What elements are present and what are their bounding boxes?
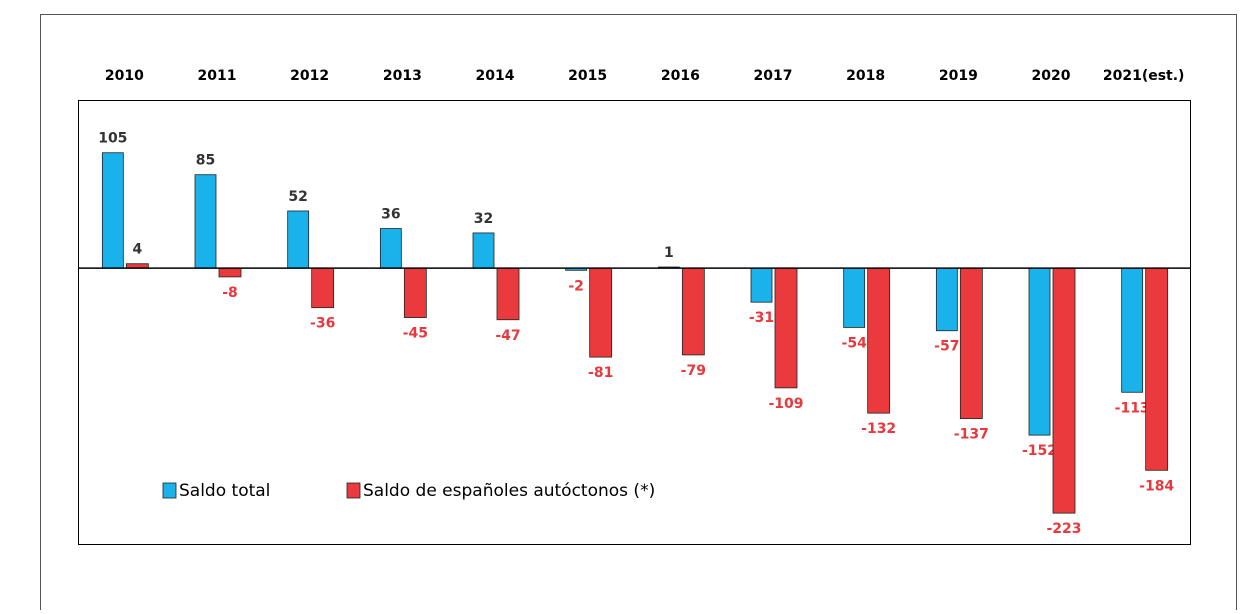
bar: [1145, 267, 1169, 471]
value-label: 85: [196, 153, 215, 169]
plot-frame: [78, 100, 1191, 545]
value-label: -79: [681, 363, 706, 379]
value-label: 36: [381, 207, 400, 223]
bar: [1052, 267, 1076, 514]
value-label: 32: [474, 211, 493, 227]
legend-label: Saldo de españoles autóctonos (*): [363, 481, 655, 501]
value-label: 105: [98, 131, 127, 147]
bar: [218, 267, 242, 278]
legend-swatch: [346, 482, 361, 499]
bar: [589, 267, 613, 358]
bar: [1028, 267, 1051, 436]
x-tick-label: 2017: [754, 68, 793, 84]
value-label: -2: [568, 278, 584, 294]
value-label: -81: [588, 365, 613, 381]
value-label: -223: [1046, 521, 1081, 537]
value-label: 52: [288, 189, 307, 205]
bar: [681, 267, 705, 356]
value-label: -31: [749, 310, 774, 326]
bar: [1121, 267, 1144, 393]
x-tick-label: 2010: [105, 68, 144, 84]
x-tick-label: 2021(est.): [1103, 68, 1185, 84]
bar: [379, 228, 402, 269]
bar: [935, 267, 958, 332]
x-tick-label: 2011: [198, 68, 237, 84]
legend-swatch: [162, 482, 177, 499]
bar: [959, 267, 983, 420]
value-label: -152: [1022, 443, 1057, 459]
bar: [101, 152, 124, 269]
x-tick-label: 2014: [476, 68, 515, 84]
value-label: 1: [664, 245, 674, 261]
x-tick-label: 2012: [290, 68, 329, 84]
x-tick-label: 2013: [383, 68, 422, 84]
value-label: -109: [768, 396, 803, 412]
bar: [496, 267, 520, 321]
x-tick-label: 2016: [661, 68, 700, 84]
bar: [287, 210, 310, 269]
bar: [843, 267, 866, 328]
value-label: -137: [954, 427, 989, 443]
bar: [472, 232, 495, 269]
value-label: -47: [495, 328, 520, 344]
bar: [403, 267, 427, 318]
x-tick-label: 2020: [1032, 68, 1071, 84]
legend-label: Saldo total: [179, 481, 270, 501]
value-label: 4: [132, 242, 142, 258]
value-label: -54: [842, 335, 868, 351]
value-label: -45: [403, 326, 428, 342]
x-tick-label: 2019: [939, 68, 978, 84]
bar: [194, 174, 217, 269]
bar: [774, 267, 798, 389]
x-tick-label: 2018: [846, 68, 885, 84]
bar: [867, 267, 891, 414]
value-label: -36: [310, 316, 335, 332]
bar: [750, 267, 773, 303]
value-label: -132: [861, 421, 896, 437]
value-label: -184: [1139, 478, 1174, 494]
value-label: -8: [222, 285, 238, 301]
value-label: -57: [934, 339, 959, 355]
x-tick-label: 2015: [568, 68, 607, 84]
bar: [311, 267, 335, 309]
value-label: -113: [1115, 400, 1150, 416]
